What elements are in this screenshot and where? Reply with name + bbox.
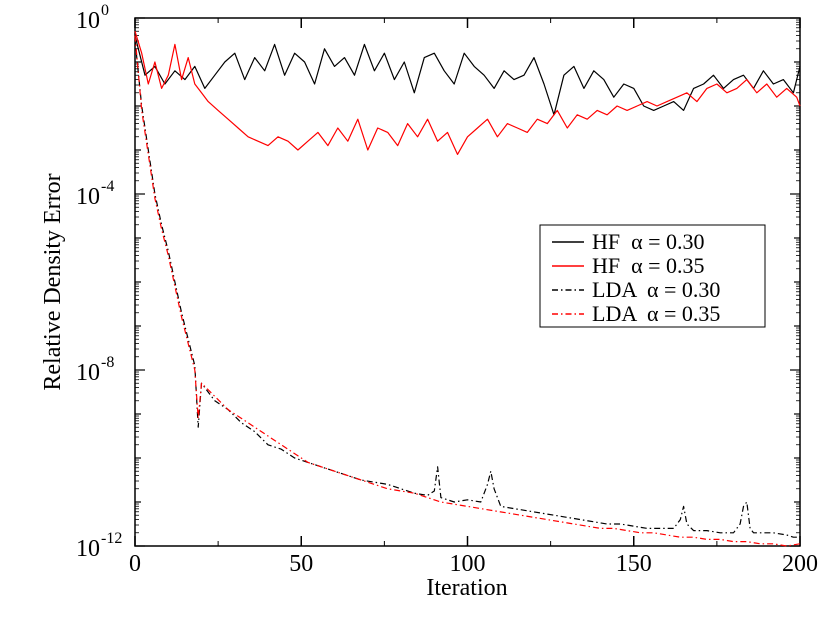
legend-label-4: LDA α = 0.35	[592, 301, 720, 326]
x-tick-label: 50	[289, 551, 313, 577]
y-tick-label: 10 0	[76, 2, 109, 34]
y-tick-label: 10 -8	[76, 354, 114, 386]
series-layer	[134, 31, 801, 547]
x-axis-title: Iteration	[426, 575, 507, 601]
legend-label-2: HF α = 0.35	[592, 253, 705, 278]
series-line-4	[134, 35, 801, 547]
x-tick-label: 200	[782, 551, 818, 577]
x-tick-label: 100	[450, 551, 486, 577]
y-axis-title: Relative Density Error	[40, 173, 66, 390]
series-line-1	[134, 35, 801, 116]
legend-label-3: LDA α = 0.30	[592, 277, 720, 302]
y-tick-label: 10 -12	[76, 530, 122, 562]
y-tick-label: 10 -4	[76, 178, 114, 210]
y-tick-exponent: -12	[101, 530, 122, 547]
y-tick-exponent: -8	[101, 354, 114, 371]
x-axis-ticks: 0 50 100 150 200	[129, 18, 818, 577]
y-tick-base: 10	[76, 360, 100, 386]
y-tick-exponent: 0	[101, 2, 109, 19]
x-tick-label: 0	[129, 551, 141, 577]
x-tick-label: 150	[616, 551, 652, 577]
y-tick-base: 10	[76, 536, 100, 562]
y-tick-base: 10	[76, 184, 100, 210]
series-line-2	[134, 31, 801, 155]
series-line-3	[134, 39, 800, 538]
y-tick-base: 10	[76, 8, 100, 34]
legend-label-1: HF α = 0.30	[592, 229, 705, 254]
y-tick-exponent: -4	[101, 178, 114, 195]
